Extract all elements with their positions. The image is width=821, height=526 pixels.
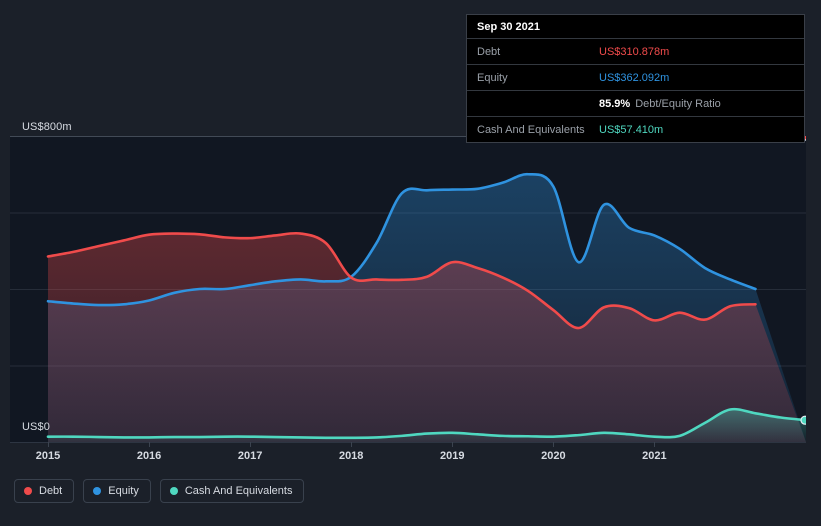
chart-legend: Debt Equity Cash And Equivalents [14,479,305,503]
tooltip-debt-label: Debt [477,45,501,58]
tooltip-ratio: 85.9% Debt/Equity Ratio [599,98,721,110]
x-axis-line [10,442,806,443]
chart-canvas [10,136,806,442]
tooltip-row-equity: Equity US$362.092m [467,64,804,90]
tooltip-cash-label: Cash And Equivalents [477,123,585,136]
area-debt [48,233,806,442]
tooltip-row-debt: Debt US$310.878m [467,38,804,64]
legend-dot-icon [93,487,102,495]
legend-label: Cash And Equivalents [184,485,293,497]
legend-label: Debt [39,485,63,497]
x-axis-tick-2018: 2018 [338,450,364,462]
x-axis-tickmark [553,442,555,447]
plot-area [10,136,806,442]
x-axis-tickmark [452,442,454,447]
tooltip-ratio-label: Debt/Equity Ratio [635,97,721,110]
tooltip-row-ratio: 85.9% Debt/Equity Ratio [467,90,804,116]
legend-dot-icon [24,487,32,495]
tooltip-row-cash: Cash And Equivalents US$57.410m [467,116,804,142]
x-axis-tick-2017: 2017 [237,450,263,462]
legend-item-debt[interactable]: Debt [14,479,75,503]
x-axis-tick-2020: 2020 [541,450,566,462]
tooltip-equity-value: US$362.092m [599,71,670,84]
x-axis-tickmark [48,442,49,447]
line-debt [46,231,757,330]
legend-dot-icon [169,487,178,495]
legend-item-cash-and-equivalents[interactable]: Cash And Equivalents [159,479,305,503]
x-axis-tick-2021: 2021 [642,450,667,462]
x-axis-tickmark [654,442,656,447]
tooltip-equity-label: Equity [477,71,508,84]
y-axis-zero-label: US$0 [22,421,50,433]
x-axis-tickmark [149,442,151,447]
line-cash-and-equivalents [46,407,806,440]
x-axis-tickmark [351,442,353,447]
x-axis-tick-2019: 2019 [440,450,465,462]
tooltip-date: Sep 30 2021 [477,21,540,33]
legend-label: Equity [108,485,139,497]
x-axis-tickmark [250,442,252,447]
legend-item-equity[interactable]: Equity [83,479,151,503]
tooltip-ratio-value: 85.9% [599,97,631,110]
x-axis-tick-2015: 2015 [35,450,61,462]
y-axis-top-label: US$800m [22,121,72,133]
line-equity [46,172,757,307]
data-tooltip: Sep 30 2021 Debt US$310.878m Equity US$3… [466,14,805,143]
tooltip-cash-value: US$57.410m [599,123,664,136]
x-axis: 2015 2016 2017 2018 2019 2020 2021 [0,442,821,466]
endpoint-marker-cash-and-equivalents [800,415,806,425]
x-axis-tick-2016: 2016 [136,450,162,462]
tooltip-debt-value: US$310.878m [599,45,670,58]
